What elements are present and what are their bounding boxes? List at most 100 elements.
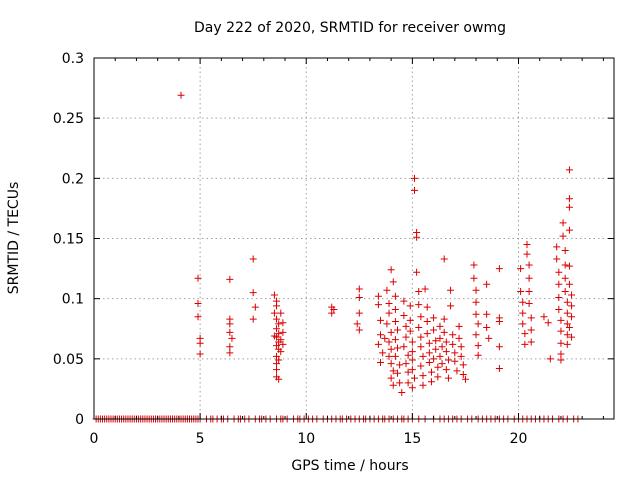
data-point <box>400 312 408 320</box>
data-point <box>455 322 463 330</box>
data-point <box>517 265 525 273</box>
data-point <box>273 352 281 360</box>
data-point <box>527 314 535 322</box>
x-tick-label: 0 <box>90 431 99 447</box>
data-point <box>565 324 573 332</box>
x-tick-label: 15 <box>403 431 421 447</box>
data-point <box>474 342 482 350</box>
y-tick-label: 0.25 <box>53 111 84 127</box>
data-point <box>355 309 363 317</box>
data-point <box>377 316 385 324</box>
data-point <box>415 324 423 332</box>
data-point <box>417 362 425 370</box>
data-point <box>423 303 431 311</box>
data-point <box>275 356 283 364</box>
data-point <box>273 325 281 333</box>
data-point <box>391 336 399 344</box>
data-point <box>457 352 465 360</box>
data-point <box>377 358 385 366</box>
data-point <box>440 255 448 263</box>
data-point <box>417 343 425 351</box>
data-point <box>387 266 395 274</box>
data-point <box>517 287 525 295</box>
data-point <box>389 278 397 286</box>
data-point <box>523 250 531 258</box>
data-point <box>555 305 563 313</box>
data-point <box>565 280 573 288</box>
data-point <box>398 389 406 397</box>
data-point <box>387 374 395 382</box>
data-point <box>559 219 567 227</box>
data-point <box>525 287 533 295</box>
data-point <box>563 309 571 317</box>
data-point <box>483 324 491 332</box>
data-point <box>270 332 278 340</box>
data-point <box>394 326 402 334</box>
data-point <box>565 262 573 270</box>
data-point <box>394 344 402 352</box>
data-point <box>436 352 444 360</box>
data-point <box>553 255 561 263</box>
data-point <box>561 274 569 282</box>
data-point <box>436 322 444 330</box>
data-point <box>459 361 467 369</box>
data-point <box>402 333 410 341</box>
data-point <box>455 334 463 342</box>
data-point <box>228 334 236 342</box>
data-point <box>400 297 408 305</box>
data-point <box>540 313 548 321</box>
data-point <box>568 313 576 321</box>
data-point <box>404 351 412 359</box>
data-point <box>563 298 571 306</box>
data-point <box>413 268 421 276</box>
data-point <box>440 328 448 336</box>
data-point <box>483 310 491 318</box>
data-point <box>406 316 414 324</box>
data-point <box>387 360 395 368</box>
data-point <box>249 315 257 323</box>
data-point <box>495 364 503 372</box>
data-point <box>561 261 569 269</box>
data-point <box>275 375 283 383</box>
data-point <box>568 302 576 310</box>
data-point <box>525 274 533 282</box>
data-point <box>279 319 287 327</box>
data-point <box>565 226 573 234</box>
data-point <box>328 309 336 317</box>
data-point <box>353 320 361 328</box>
data-point <box>427 378 435 386</box>
data-point <box>389 381 397 389</box>
data-point <box>447 302 455 310</box>
data-point <box>385 338 393 346</box>
data-point <box>377 331 385 339</box>
data-point <box>442 348 450 356</box>
data-point <box>544 319 552 327</box>
data-point <box>557 350 565 358</box>
data-point <box>442 338 450 346</box>
data-point <box>423 330 431 338</box>
data-point <box>472 331 480 339</box>
data-point <box>474 320 482 328</box>
data-point <box>470 274 478 282</box>
data-point <box>472 286 480 294</box>
data-point <box>434 373 442 381</box>
data-point <box>273 315 281 323</box>
data-point <box>423 318 431 326</box>
data-point <box>427 368 435 376</box>
x-tick-label: 5 <box>196 431 205 447</box>
data-point <box>330 305 338 313</box>
data-point <box>226 328 234 336</box>
data-point <box>561 287 569 295</box>
data-points <box>92 91 582 423</box>
data-point <box>226 343 234 351</box>
data-point <box>391 352 399 360</box>
data-point <box>226 320 234 328</box>
data-point <box>374 340 382 348</box>
data-point <box>557 316 565 324</box>
data-point <box>408 338 416 346</box>
data-point <box>379 349 387 357</box>
data-point <box>387 328 395 336</box>
data-point <box>406 327 414 335</box>
data-point <box>419 352 427 360</box>
